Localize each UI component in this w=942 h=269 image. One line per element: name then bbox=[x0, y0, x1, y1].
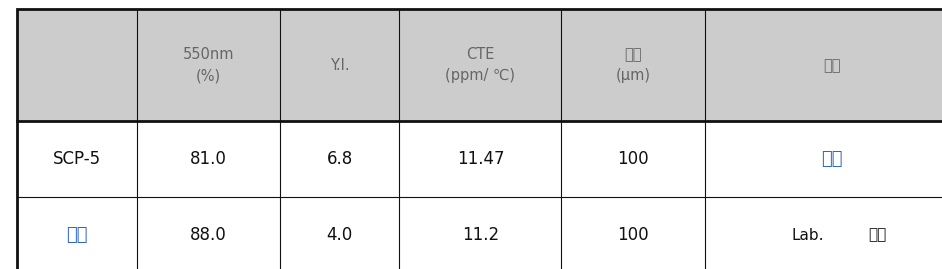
Text: CTE
(ppm/ ℃): CTE (ppm/ ℃) bbox=[446, 47, 515, 83]
Text: Y.I.: Y.I. bbox=[330, 58, 349, 73]
Text: 11.47: 11.47 bbox=[457, 150, 504, 168]
Text: Lab.: Lab. bbox=[792, 228, 824, 243]
Text: 신규: 신규 bbox=[66, 226, 88, 244]
Text: 두께
(μm): 두께 (μm) bbox=[615, 47, 651, 83]
Text: 100: 100 bbox=[617, 150, 649, 168]
Bar bbox=[17, 9, 942, 121]
Text: 81.0: 81.0 bbox=[189, 150, 227, 168]
Text: 결과: 결과 bbox=[868, 228, 886, 243]
Bar bbox=[17, 197, 942, 269]
Text: 100: 100 bbox=[617, 226, 649, 244]
Text: 11.2: 11.2 bbox=[462, 226, 499, 244]
Text: SCP-5: SCP-5 bbox=[53, 150, 101, 168]
Text: 복합: 복합 bbox=[821, 150, 842, 168]
Text: 88.0: 88.0 bbox=[189, 226, 227, 244]
Text: 6.8: 6.8 bbox=[327, 150, 352, 168]
Text: 4.0: 4.0 bbox=[327, 226, 352, 244]
Text: 550nm
(%): 550nm (%) bbox=[183, 47, 234, 83]
Bar bbox=[17, 121, 942, 197]
Text: 비고: 비고 bbox=[823, 58, 840, 73]
